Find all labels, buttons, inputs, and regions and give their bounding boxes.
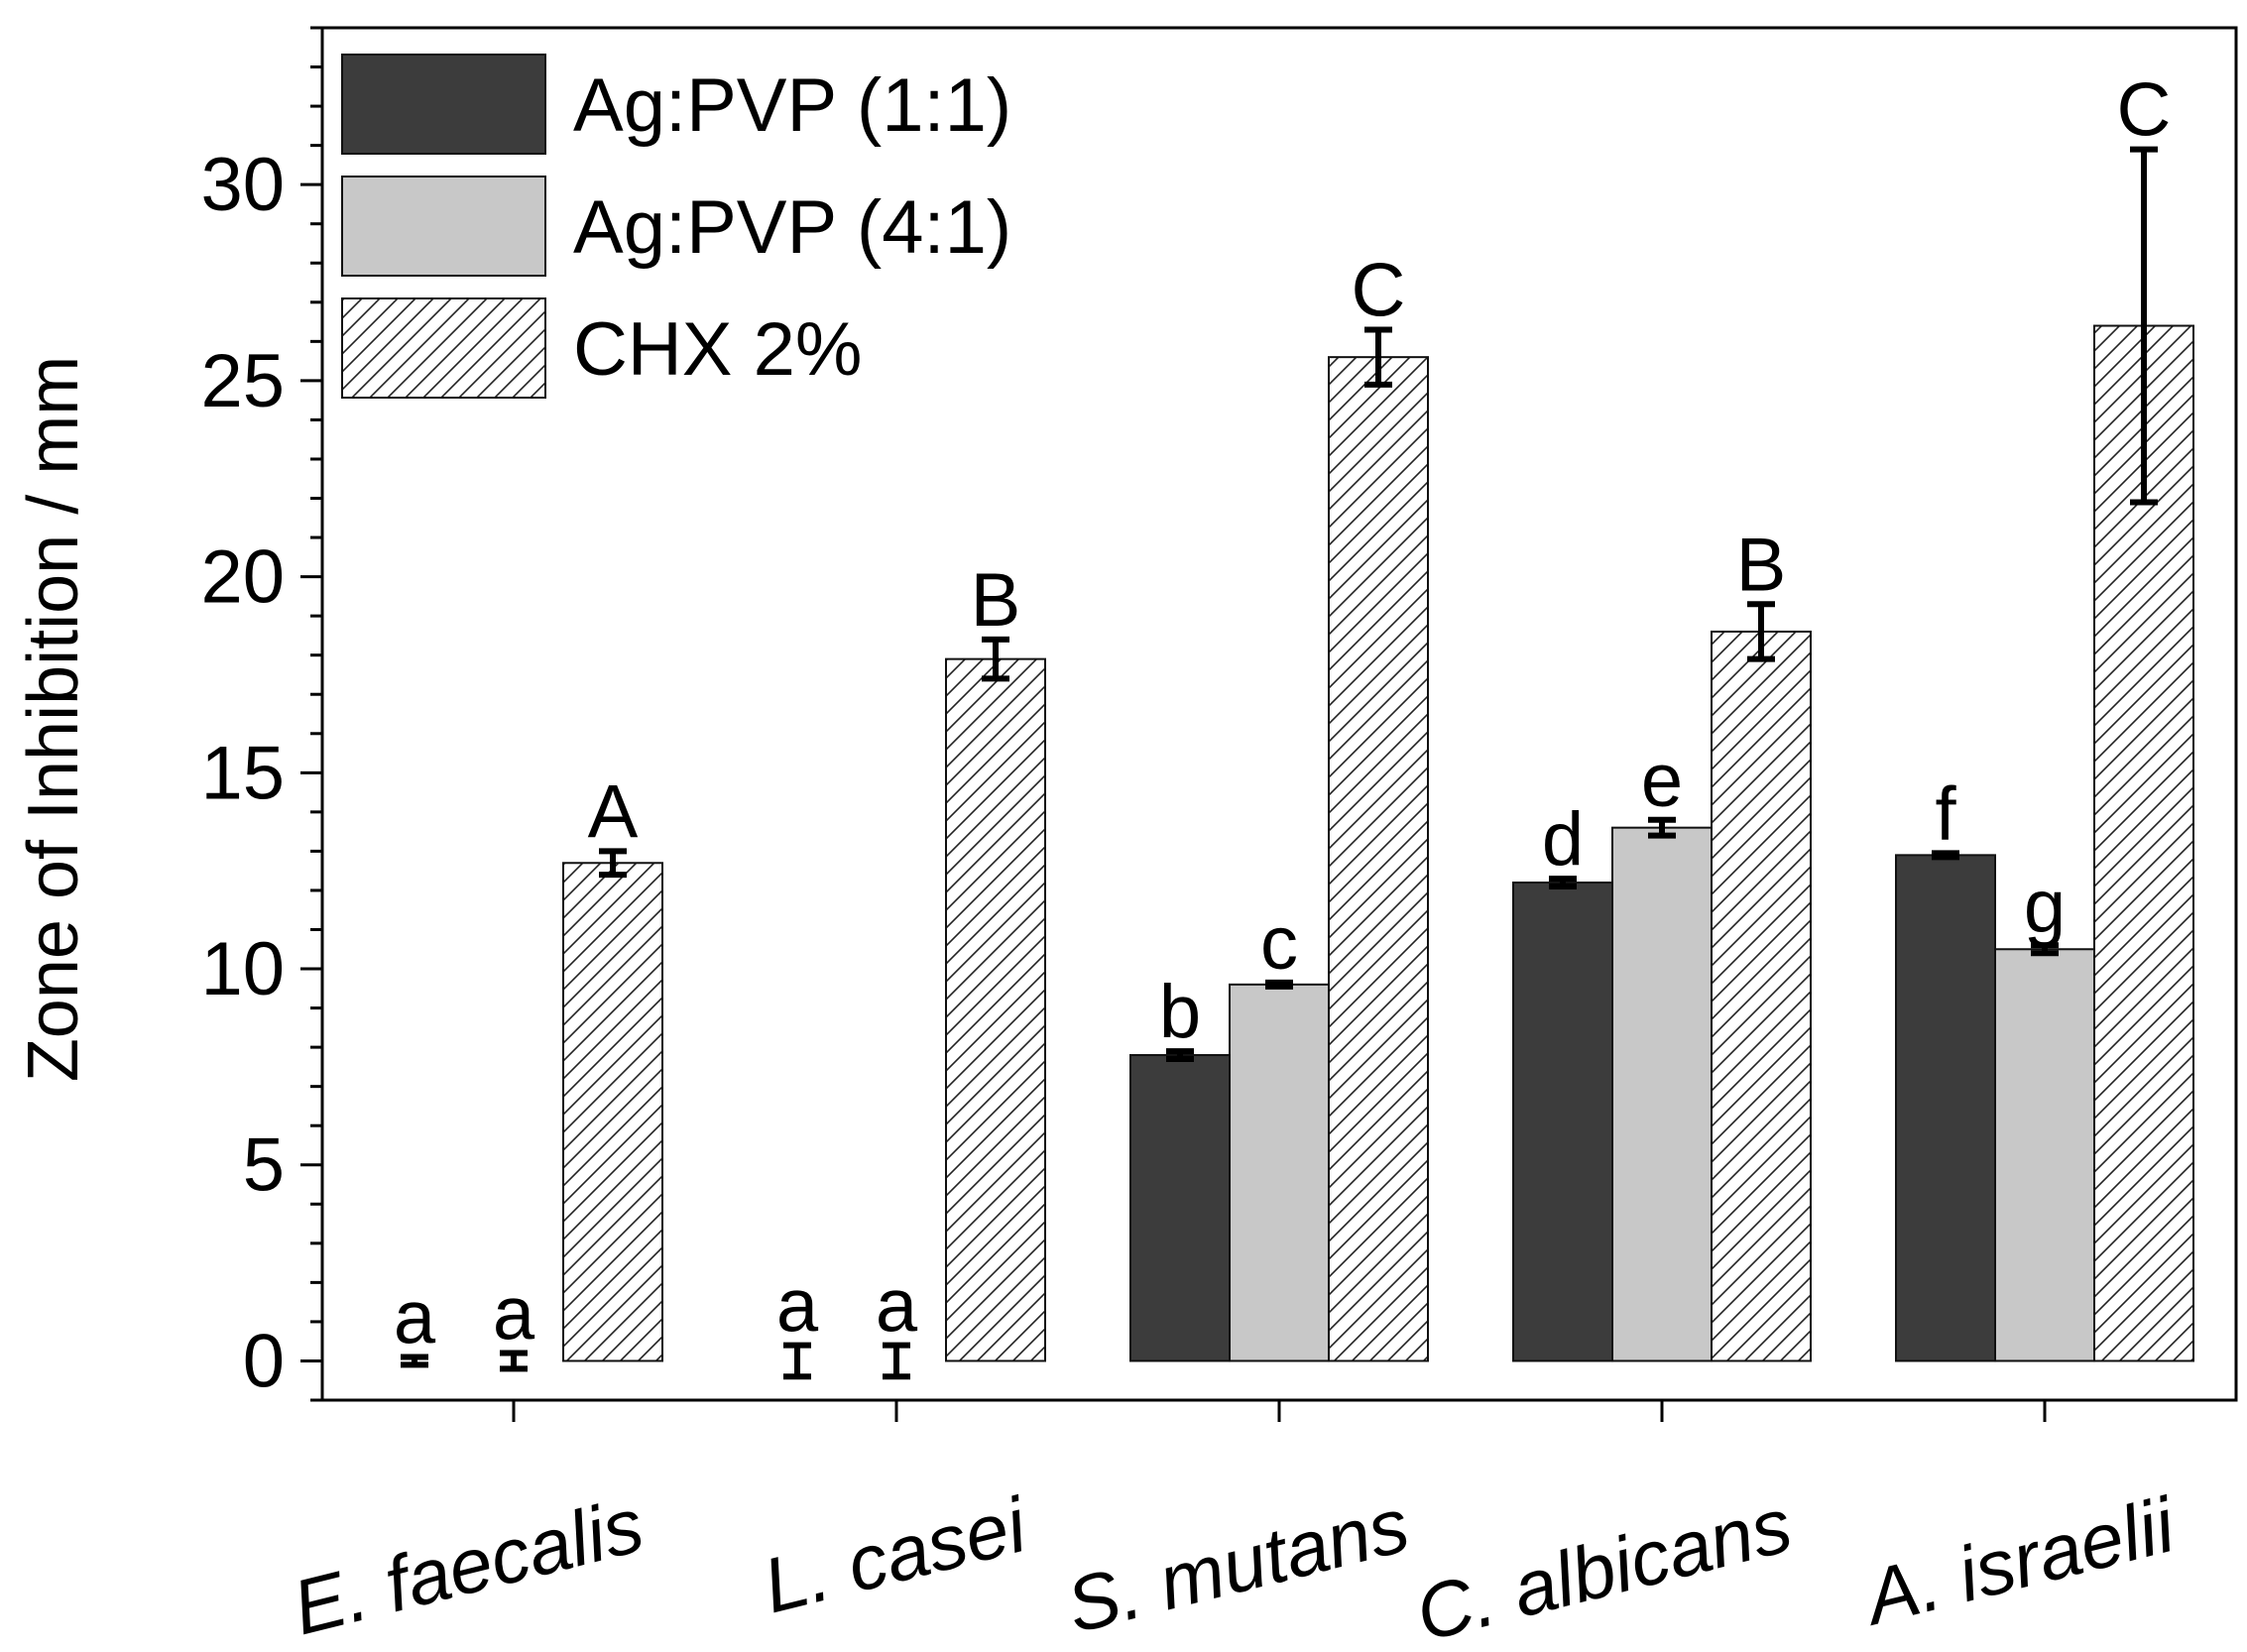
significance-letter-1-0: a: [493, 1272, 535, 1357]
bar-1-2: [1229, 983, 1330, 1362]
significance-letter-0-0: a: [394, 1276, 436, 1360]
significance-letter-0-4: f: [1935, 771, 1956, 856]
legend-label-0: Ag:PVP (1:1): [573, 63, 1011, 148]
significance-letter-0-2: b: [1159, 970, 1201, 1054]
legend-swatch-2: [341, 297, 546, 399]
legend: Ag:PVP (1:1) Ag:PVP (4:1) CHX 2%: [341, 54, 1011, 399]
y-tick-label: 15: [200, 731, 285, 815]
error-bar-2-1: [982, 636, 1009, 682]
significance-letter-2-1: B: [971, 558, 1021, 643]
bar-0-2: [1129, 1054, 1231, 1362]
significance-letter-2-3: B: [1736, 523, 1787, 607]
significance-letter-2-0: A: [588, 769, 639, 854]
legend-swatch-0: [341, 54, 546, 155]
x-tick-label: L. casei: [755, 1479, 1037, 1629]
legend-label-1: Ag:PVP (4:1): [573, 185, 1011, 270]
error-bar-1-3: [1648, 816, 1676, 839]
y-tick-label: 0: [243, 1319, 285, 1403]
significance-letter-0-3: d: [1542, 797, 1584, 882]
error-bar-1-1: [883, 1342, 910, 1380]
significance-letter-2-2: C: [1352, 248, 1406, 332]
significance-letter-2-4: C: [2117, 68, 2172, 153]
error-bar-0-2: [1166, 1048, 1194, 1062]
x-tick-label: C. albicans: [1407, 1480, 1800, 1652]
significance-letter-1-4: g: [2024, 864, 2066, 948]
bar-0-4: [1895, 854, 1996, 1362]
bar-2-2: [1328, 356, 1429, 1362]
bar-2-3: [1711, 630, 1812, 1362]
y-tick-label: 25: [200, 339, 285, 423]
significance-letter-1-1: a: [876, 1264, 918, 1349]
error-bar-0-0: [401, 1354, 428, 1368]
y-tick-label: 5: [243, 1123, 285, 1208]
error-bar-2-0: [599, 848, 627, 879]
x-tick-label: A. israelii: [1853, 1479, 2186, 1642]
legend-swatch-1: [341, 176, 546, 277]
significance-letter-0-1: a: [776, 1264, 819, 1349]
error-bar-0-3: [1549, 876, 1577, 889]
y-tick-label: 20: [200, 535, 285, 620]
x-tick-label: E. faecalis: [285, 1480, 651, 1651]
legend-label-2: CHX 2%: [573, 307, 862, 392]
y-axis-label: Zone of Inhibition / mm: [14, 356, 93, 1082]
bar-0-3: [1512, 882, 1613, 1362]
bar-1-4: [1994, 948, 2095, 1362]
error-bar-2-4: [2130, 146, 2158, 506]
error-bars-layer: [401, 146, 2158, 1380]
significance-letter-1-2: c: [1260, 901, 1298, 986]
x-tick-label: S. mutans: [1058, 1480, 1417, 1649]
bar-1-3: [1611, 826, 1713, 1362]
bar-2-1: [945, 657, 1046, 1362]
error-bar-0-4: [1932, 850, 1959, 861]
significance-letter-1-3: e: [1641, 739, 1683, 823]
error-bar-1-4: [2031, 942, 2059, 957]
y-tick-label: 30: [200, 143, 285, 227]
bar-2-0: [562, 862, 663, 1362]
error-bar-2-3: [1747, 601, 1775, 662]
error-bar-2-2: [1364, 326, 1392, 388]
error-bar-0-1: [783, 1342, 811, 1380]
y-tick-label: 10: [200, 927, 285, 1011]
bars-layer: [562, 324, 2194, 1362]
error-bar-1-2: [1265, 979, 1293, 990]
error-bar-1-0: [500, 1350, 528, 1372]
